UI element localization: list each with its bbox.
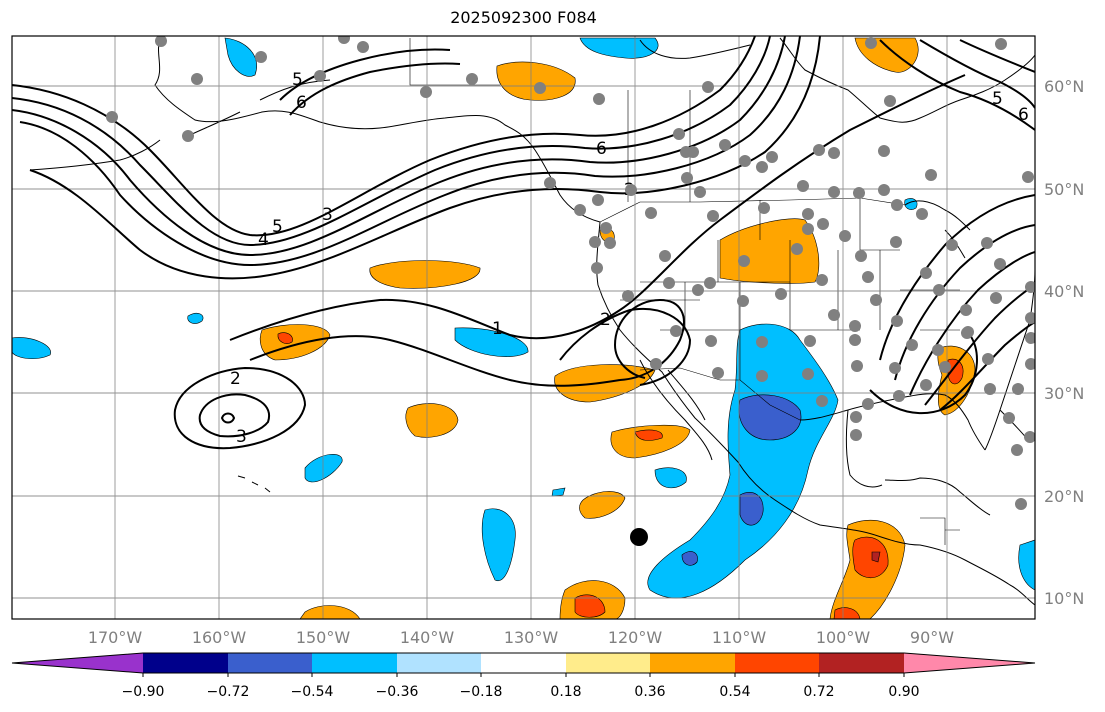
contour-lines: [12, 36, 1035, 450]
lon-tick-labels: 170°W 160°W 150°W 140°W 130°W 120°W 110°…: [88, 628, 954, 647]
colorbar-tick-label: −0.54: [291, 684, 334, 700]
colorbar-extend-min: [12, 653, 143, 673]
colorbar-tick-label: 0.90: [888, 684, 919, 700]
map-title: 2025092300 F084: [450, 8, 597, 27]
colorbar-tick-label: 0.72: [803, 684, 834, 700]
colorbar-segment: [650, 653, 735, 673]
colorbar-segment: [481, 653, 566, 673]
colorbar-extend-max: [904, 653, 1035, 673]
contour-label: 5: [992, 89, 1003, 109]
contour-label: 2: [230, 369, 241, 389]
lon-tick-label: 140°W: [400, 628, 455, 647]
lat-tick-label: 40°N: [1044, 282, 1084, 301]
contour-label: 3: [322, 205, 333, 225]
lon-tick-label: 150°W: [296, 628, 351, 647]
station-dots: [106, 36, 1035, 510]
colorbar-segment: [566, 653, 650, 673]
lat-tick-label: 50°N: [1044, 180, 1084, 199]
colorbar-segment: [312, 653, 397, 673]
contour-label: 6: [1018, 105, 1029, 125]
colorbar-segment: [397, 653, 481, 673]
lat-tick-label: 10°N: [1044, 589, 1084, 608]
colorbar-tick-label: −0.36: [376, 684, 419, 700]
colorbar-tick-label: 0.18: [550, 684, 581, 700]
lat-tick-labels: 60°N 50°N 40°N 30°N 20°N 10°N: [1044, 77, 1084, 608]
contour-label: 6: [296, 93, 307, 113]
colorbar-segment: [228, 653, 312, 673]
lon-tick-label: 110°W: [712, 628, 767, 647]
colorbar-segment: [735, 653, 819, 673]
colorbar-tick-labels: −0.90 −0.72 −0.54 −0.36 −0.18 0.18 0.36 …: [122, 684, 920, 700]
contour-label-group: 6 2 3 4 5 1 2 3 5 6 5 6 2: [230, 70, 1029, 447]
colorbar-tick-label: −0.18: [460, 684, 503, 700]
lon-tick-label: 130°W: [504, 628, 559, 647]
black-dot-marker: [630, 528, 648, 546]
lon-tick-label: 100°W: [816, 628, 871, 647]
lon-tick-label: 120°W: [608, 628, 663, 647]
map-frame: [11, 35, 1036, 620]
lon-tick-label: 90°W: [910, 628, 954, 647]
lat-tick-label: 60°N: [1044, 77, 1084, 96]
colorbar-tick-label: −0.90: [122, 684, 165, 700]
lat-tick-label: 30°N: [1044, 384, 1084, 403]
contour-label: 3: [236, 427, 247, 447]
colorbar-tick-label: −0.72: [207, 684, 250, 700]
contour-label: 5: [272, 217, 283, 237]
lon-tick-label: 170°W: [88, 628, 143, 647]
colorbar-segment: [143, 653, 228, 673]
colorbar-tick-label: 0.54: [719, 684, 750, 700]
contour-label: 1: [492, 319, 503, 339]
lon-tick-label: 160°W: [192, 628, 247, 647]
colorbar-segment: [819, 653, 904, 673]
lat-tick-label: 20°N: [1044, 487, 1084, 506]
contour-label: 6: [596, 139, 607, 159]
contour-label: 5: [292, 70, 303, 90]
graticule: [12, 36, 1035, 619]
contour-label: 2: [600, 310, 611, 330]
colorbar: [11, 652, 1036, 677]
colorbar-tick-label: 0.36: [634, 684, 665, 700]
contour-label: 4: [258, 230, 269, 250]
